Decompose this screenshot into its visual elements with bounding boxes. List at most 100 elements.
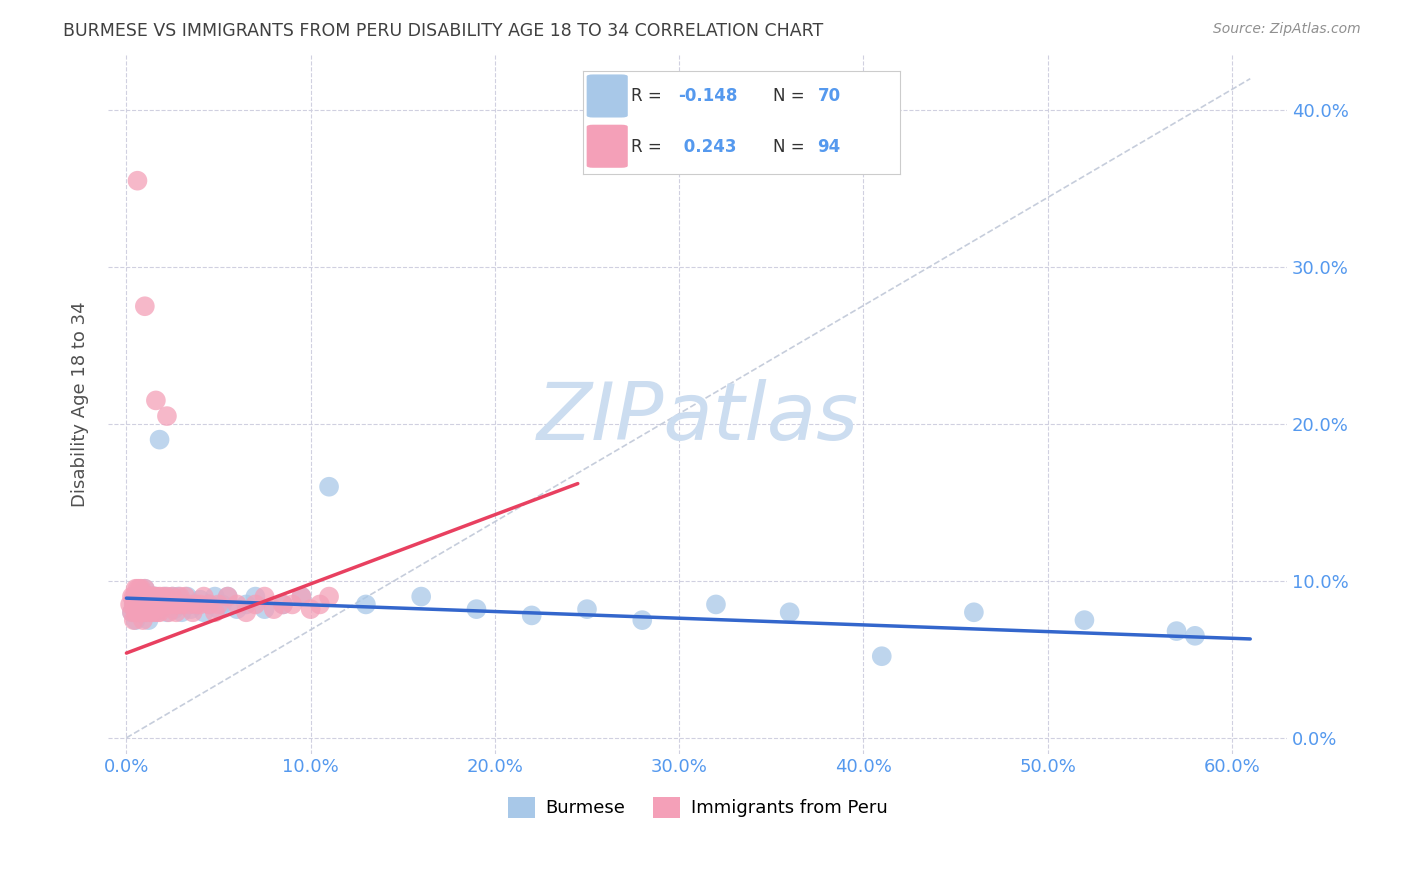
Point xyxy=(198,598,221,612)
Point xyxy=(138,590,160,604)
Point xyxy=(135,605,157,619)
Point xyxy=(207,602,229,616)
Point xyxy=(465,602,488,616)
Point xyxy=(135,605,157,619)
Point xyxy=(157,592,180,607)
Point xyxy=(132,613,155,627)
Point xyxy=(188,592,211,607)
Point xyxy=(124,598,146,612)
Point xyxy=(170,598,193,612)
Point xyxy=(121,605,143,619)
Point xyxy=(143,605,166,619)
Point xyxy=(354,598,377,612)
Point xyxy=(575,602,598,616)
Point xyxy=(217,590,239,604)
Point xyxy=(122,590,145,604)
Point xyxy=(207,598,229,612)
Point xyxy=(245,590,267,604)
Point xyxy=(138,598,160,612)
Point xyxy=(1184,629,1206,643)
Point xyxy=(198,598,221,612)
Point xyxy=(226,598,249,612)
Point xyxy=(124,590,146,604)
Point xyxy=(141,590,163,604)
Point xyxy=(148,433,170,447)
Point xyxy=(122,598,145,612)
Point xyxy=(217,590,239,604)
Point xyxy=(124,605,146,619)
Legend: Burmese, Immigrants from Peru: Burmese, Immigrants from Peru xyxy=(501,789,894,825)
Point xyxy=(128,598,150,612)
Point xyxy=(122,613,145,627)
Point xyxy=(128,590,150,604)
Point xyxy=(132,590,155,604)
Point xyxy=(174,590,197,604)
Point xyxy=(271,598,294,612)
Point xyxy=(193,590,215,604)
Point xyxy=(138,598,160,612)
Text: N =: N = xyxy=(773,137,810,156)
Point xyxy=(145,598,167,612)
Point xyxy=(162,590,184,604)
Point xyxy=(148,598,170,612)
Point xyxy=(124,613,146,627)
Point xyxy=(173,598,195,612)
Point xyxy=(157,605,180,619)
Point xyxy=(141,598,163,612)
Text: R =: R = xyxy=(631,87,666,105)
Text: 0.243: 0.243 xyxy=(678,137,737,156)
Point xyxy=(211,598,233,612)
Text: R =: R = xyxy=(631,137,666,156)
Point xyxy=(129,590,152,604)
Point xyxy=(148,598,170,612)
Point xyxy=(139,590,162,604)
Point xyxy=(186,598,208,612)
FancyBboxPatch shape xyxy=(586,74,627,118)
Point xyxy=(156,605,179,619)
Point xyxy=(704,598,727,612)
Point xyxy=(134,299,156,313)
Point xyxy=(124,605,146,619)
Point xyxy=(146,602,169,616)
Point xyxy=(127,174,149,188)
Point xyxy=(165,598,187,612)
Point xyxy=(318,480,340,494)
Point xyxy=(290,590,312,604)
Point xyxy=(143,598,166,612)
Point xyxy=(167,598,190,612)
Point xyxy=(143,590,166,604)
Point xyxy=(127,590,149,604)
Point xyxy=(271,598,294,612)
Point xyxy=(318,590,340,604)
Point xyxy=(308,598,330,612)
Point xyxy=(145,598,167,612)
Text: BURMESE VS IMMIGRANTS FROM PERU DISABILITY AGE 18 TO 34 CORRELATION CHART: BURMESE VS IMMIGRANTS FROM PERU DISABILI… xyxy=(63,22,824,40)
Point xyxy=(127,582,149,596)
Point xyxy=(145,598,167,612)
Point xyxy=(253,590,276,604)
Point xyxy=(141,598,163,612)
Point xyxy=(520,608,543,623)
Point xyxy=(141,592,163,607)
Point xyxy=(135,590,157,604)
Point xyxy=(124,590,146,604)
Point xyxy=(235,605,257,619)
Point xyxy=(148,590,170,604)
Point xyxy=(235,598,257,612)
Point xyxy=(963,605,986,619)
Point xyxy=(299,602,322,616)
Text: 70: 70 xyxy=(818,87,841,105)
Point xyxy=(631,613,654,627)
Point xyxy=(132,598,155,612)
Point xyxy=(177,598,200,612)
Point xyxy=(145,590,167,604)
Point xyxy=(132,605,155,619)
Point xyxy=(146,605,169,619)
Point xyxy=(245,598,267,612)
Point xyxy=(411,590,433,604)
Point xyxy=(134,582,156,596)
Point xyxy=(129,598,152,612)
Text: -0.148: -0.148 xyxy=(678,87,738,105)
Point xyxy=(129,582,152,596)
Point xyxy=(143,590,166,604)
